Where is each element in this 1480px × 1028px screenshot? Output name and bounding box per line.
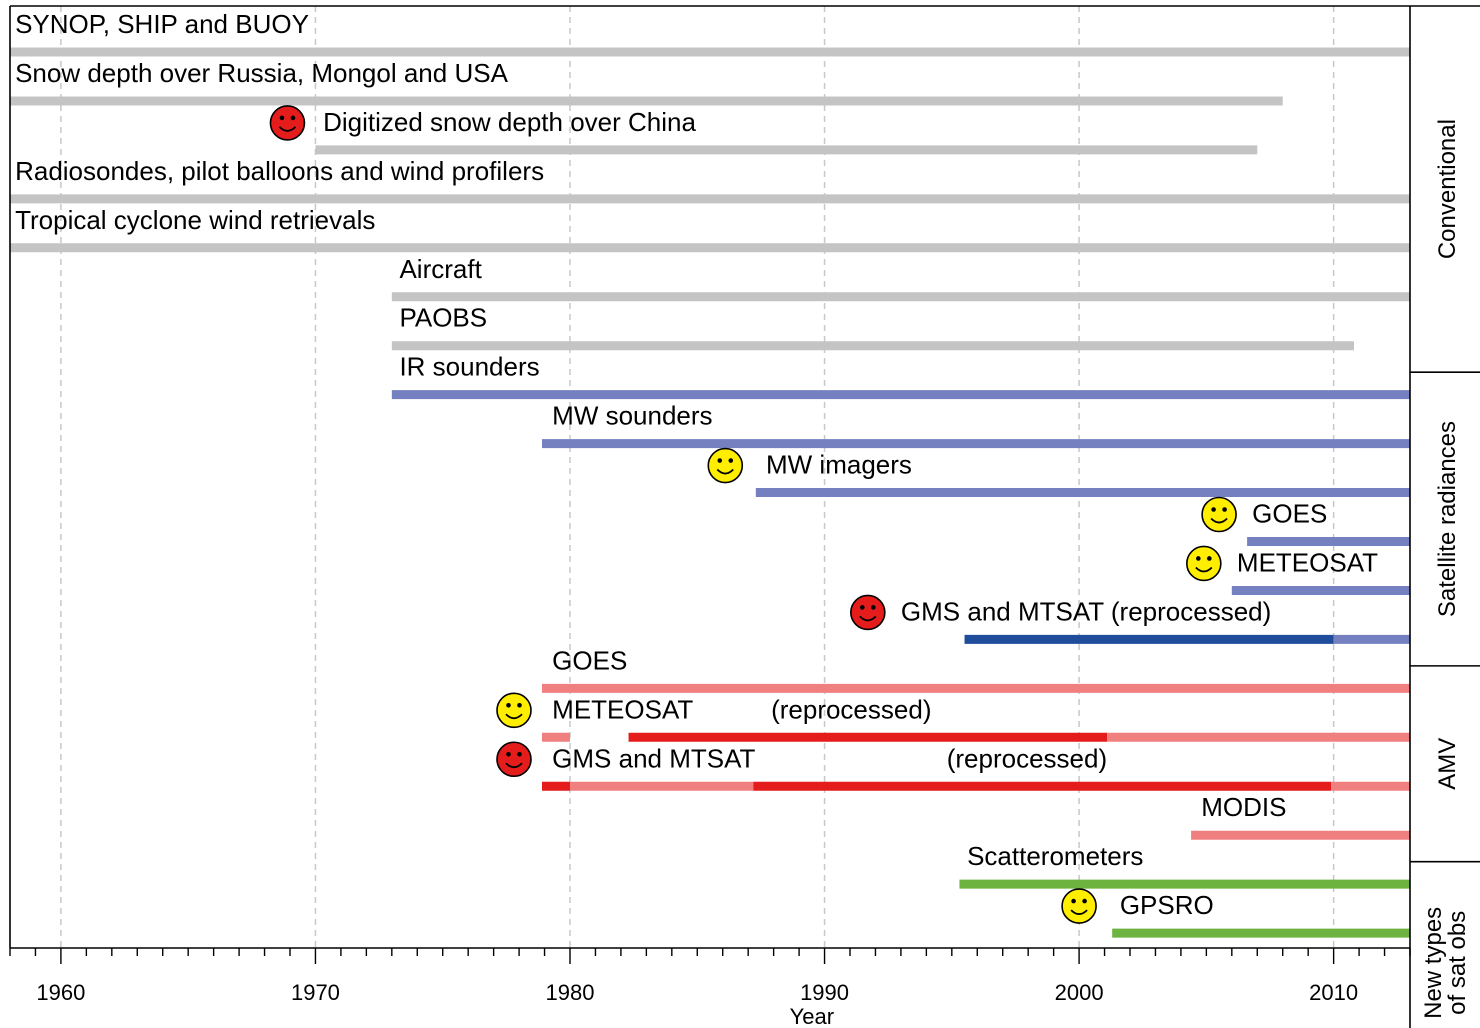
x-tick-label: 1980 (546, 980, 595, 1005)
x-tick-label: 1970 (291, 980, 340, 1005)
row-label: SYNOP, SHIP and BUOY (15, 9, 309, 39)
smiley-face (496, 692, 532, 729)
smiley-face (850, 594, 886, 631)
smiley-eye (517, 751, 522, 757)
row-label: PAOBS (399, 303, 487, 333)
smiley-mouth (1195, 566, 1213, 573)
row-label: Scatterometers (967, 841, 1143, 871)
smiley-eye (1196, 556, 1201, 561)
smiley-mouth (1210, 517, 1228, 524)
smiley-icon (1186, 545, 1222, 582)
smiley-eye (1207, 556, 1212, 561)
smiley-face (707, 447, 744, 484)
smiley-eye (290, 115, 296, 121)
smiley-eye (1222, 507, 1227, 512)
row-label: Radiosondes, pilot balloons and wind pro… (15, 156, 544, 186)
smiley-icon (496, 692, 532, 729)
x-tick-label: 1990 (800, 980, 849, 1005)
category-panel: Conventional Satellite radiances AMV New ty… (1410, 119, 1480, 1019)
smiley-eye (517, 703, 522, 708)
row-label: MODIS (1201, 792, 1286, 822)
smiley-mouth (278, 126, 297, 132)
row-label: Digitized snow depth over China (323, 107, 696, 137)
smiley-icon (1201, 496, 1237, 533)
smiley-face (496, 741, 532, 778)
smiley-face (1201, 496, 1237, 533)
grid-lines (60, 6, 1335, 948)
smiley-face (1061, 888, 1097, 924)
row-label: MW sounders (552, 401, 712, 431)
axes: 1960 1970 1980 1990 2000 2010 Year (9, 5, 1480, 1028)
group-label: AMV (1434, 738, 1461, 790)
smiley-markers (269, 105, 1237, 924)
smiley-eye (728, 458, 734, 463)
row-label: Snow depth over Russia, Mongol and USA (15, 58, 508, 88)
row-label: METEOSAT (552, 694, 693, 724)
row-label: GPSRO (1120, 890, 1214, 920)
row-labels: SYNOP, SHIP and BUOY Snow depth over Russ… (15, 9, 1378, 920)
smiley-mouth (505, 762, 523, 769)
smiley-eye (860, 605, 865, 610)
smiley-eye (506, 703, 511, 708)
smiley-mouth (1070, 909, 1088, 915)
row-label: GMS and MTSAT (552, 743, 755, 773)
data-bars (10, 47, 1410, 938)
smiley-icon (850, 594, 886, 631)
group-label-line: New types (1420, 907, 1447, 1019)
group-label: New typesof sat obs (1420, 907, 1471, 1019)
smiley-icon (707, 447, 744, 484)
x-tick-label: 1960 (36, 980, 85, 1005)
x-tick-label: 2010 (1309, 980, 1358, 1005)
row-note: (reprocessed) (771, 694, 931, 724)
smiley-eye (1082, 898, 1087, 904)
smiley-icon (269, 105, 306, 141)
x-tick-label: 2000 (1055, 980, 1104, 1005)
smiley-icon (1061, 888, 1097, 924)
smiley-mouth (716, 468, 734, 475)
row-label: GMS and MTSAT (reprocessed) (901, 596, 1271, 626)
smiley-eye (717, 458, 723, 463)
group-label: Conventional (1434, 119, 1461, 259)
smiley-eye (506, 751, 511, 757)
row-label: MW imagers (766, 450, 912, 480)
row-note: (reprocessed) (947, 743, 1107, 773)
smiley-eye (1071, 898, 1076, 904)
row-label: GOES (552, 645, 627, 675)
smiley-eye (279, 115, 285, 121)
group-label: Satellite radiances (1434, 421, 1461, 617)
smiley-eye (871, 605, 876, 610)
group-label-line: of sat obs (1444, 911, 1471, 1015)
smiley-eye (1211, 507, 1216, 512)
smiley-mouth (859, 615, 877, 622)
row-label: METEOSAT (1237, 547, 1378, 577)
row-label: Tropical cyclone wind retrievals (15, 205, 375, 235)
smiley-icon (496, 741, 532, 778)
row-label: IR sounders (399, 352, 539, 382)
smiley-face (1186, 545, 1222, 582)
row-label: Aircraft (399, 254, 482, 284)
smiley-mouth (505, 713, 523, 720)
x-axis-title: Year (790, 1004, 834, 1028)
row-label: GOES (1252, 499, 1327, 529)
smiley-face (269, 105, 306, 141)
